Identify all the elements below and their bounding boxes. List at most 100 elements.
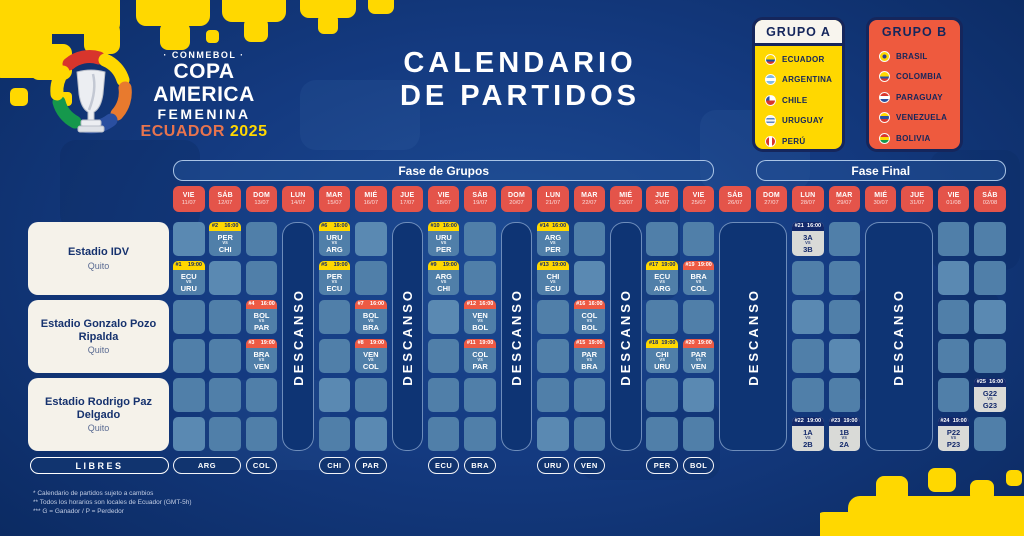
away-team: BRA: [362, 323, 379, 332]
empty-cell: [355, 417, 387, 451]
empty-cell: [646, 222, 678, 256]
empty-cell: [173, 300, 205, 334]
footnote-line: *** G = Ganador / P = Perdedor: [33, 508, 124, 515]
match-cell: #5 19:00 PER vs ECU: [318, 261, 351, 295]
away-team: PAR: [253, 323, 270, 332]
empty-cell: [937, 222, 970, 256]
vs-label: vs: [550, 240, 556, 246]
vs-label: vs: [440, 279, 447, 285]
vs-label: vs: [841, 435, 848, 441]
empty-cell: [173, 222, 205, 256]
away-team: BOL: [581, 323, 598, 332]
team-name: ECUADOR: [782, 54, 825, 64]
match-time: 16:00: [588, 301, 603, 307]
home-team: PER: [217, 233, 233, 242]
away-team: P23: [946, 440, 961, 449]
libres-chip: PER: [646, 457, 678, 474]
group-team-row: BOLIVIA: [869, 128, 960, 149]
empty-cell: [828, 339, 861, 373]
match-number: #6: [321, 223, 328, 229]
match-badge: #17 19:00: [646, 261, 678, 270]
vs-label: vs: [477, 357, 483, 363]
empty-cell: [209, 339, 241, 373]
day-chip: MAR 29/07: [828, 186, 861, 212]
away-team: COL: [690, 284, 707, 293]
empty-cell: [209, 261, 241, 295]
home-team: COL: [581, 311, 598, 320]
match-number: #5: [321, 262, 328, 268]
day-date-label: 27/07: [764, 199, 779, 206]
day-of-week-label: SÁB: [472, 191, 488, 199]
match-teams: CHI vs ECU: [537, 270, 569, 295]
match-number: #24: [940, 418, 950, 424]
match-teams: PER vs ECU: [319, 270, 351, 295]
libres-chip: VEN: [573, 457, 606, 474]
match-number: #19: [685, 262, 695, 268]
away-team: URU: [180, 284, 197, 293]
day-chip: SÁB 26/07: [719, 186, 751, 212]
match-teams: BOL vs PAR: [246, 309, 278, 334]
descanso-label: DESCANSO: [745, 287, 761, 386]
empty-cell: [245, 261, 278, 295]
day-date-label: 13/07: [254, 199, 269, 206]
match-number: #14: [539, 223, 549, 229]
home-team: ARG: [435, 272, 453, 281]
empty-cell: [974, 300, 1006, 334]
empty-cell: [464, 222, 496, 256]
match-badge: #23 19:00: [828, 417, 861, 426]
year-label: 2025: [229, 123, 268, 140]
day-date-label: 30/07: [873, 199, 888, 206]
empty-cell: [828, 300, 861, 334]
group-team-row: PARAGUAY: [869, 87, 960, 108]
match-teams: COL vs BOL: [574, 309, 606, 334]
match-cell: #1 19:00 ECU vs URU: [173, 261, 205, 295]
match-badge: #8 19:00: [355, 339, 387, 348]
conmebol-trophy-logo: [50, 50, 132, 134]
away-team: CHI: [437, 284, 451, 293]
stadium-name: Estadio Gonzalo Pozo Ripalda: [40, 318, 157, 343]
day-of-week-label: VIE: [182, 191, 195, 199]
home-team: CHI: [655, 350, 669, 359]
empty-cell: [828, 378, 861, 412]
home-team: P22: [946, 428, 961, 437]
libres-label: LIBRES: [30, 457, 169, 474]
group-team-row: BRASIL: [869, 46, 960, 67]
match-cell: #10 16:00 URU vs PER: [427, 222, 460, 256]
match-badge: #11 19:00: [464, 339, 496, 348]
day-chip: LUN 14/07: [282, 186, 314, 212]
match-number: #17: [648, 262, 659, 268]
empty-cell: [209, 378, 241, 412]
descanso-label: DESCANSO: [399, 287, 415, 386]
empty-cell: [828, 261, 861, 295]
libres-chip: URU: [537, 457, 569, 474]
match-teams: VEN vs BOL: [464, 309, 496, 334]
day-chip: LUN 21/07: [537, 186, 569, 212]
day-date-label: 23/07: [618, 199, 634, 206]
match-number: #22: [794, 418, 804, 424]
away-team: ECU: [326, 284, 343, 293]
tournament-branding: · CONMEBOL · COPA AMERICA FEMENINA ECUAD…: [128, 50, 280, 141]
match-teams: 3A vs 3B: [792, 231, 824, 256]
day-date-label: 02/08: [982, 199, 998, 206]
match-cell: #2 16:00 PER vs CHI: [209, 222, 241, 256]
match-cell: #23 19:00 1B vs 2A: [828, 417, 861, 451]
match-teams: 1A vs 2B: [792, 426, 824, 451]
bra-flag-icon: [879, 50, 890, 62]
day-date-label: 01/08: [946, 199, 961, 206]
match-badge: #9 19:00: [427, 261, 460, 270]
group-team-row: ECUADOR: [755, 49, 842, 70]
descanso-bar: DESCANSO: [719, 222, 788, 451]
match-badge: #5 19:00: [318, 261, 351, 270]
vs-label: vs: [550, 279, 556, 285]
away-team: PER: [435, 245, 452, 254]
empty-cell: [427, 417, 460, 451]
match-time: 19:00: [260, 340, 275, 346]
day-date-label: 25/07: [691, 199, 706, 206]
home-team: ARG: [544, 233, 562, 242]
tournament-title: COPA AMERICA: [153, 60, 255, 106]
home-team: URU: [435, 233, 452, 242]
day-chip: MAR 15/07: [318, 186, 351, 212]
day-chip: MIÉ 23/07: [610, 186, 642, 212]
match-badge: #19 19:00: [682, 261, 715, 270]
match-number: #12: [466, 301, 477, 307]
